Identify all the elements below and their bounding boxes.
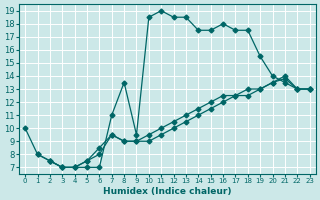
X-axis label: Humidex (Indice chaleur): Humidex (Indice chaleur): [103, 187, 232, 196]
